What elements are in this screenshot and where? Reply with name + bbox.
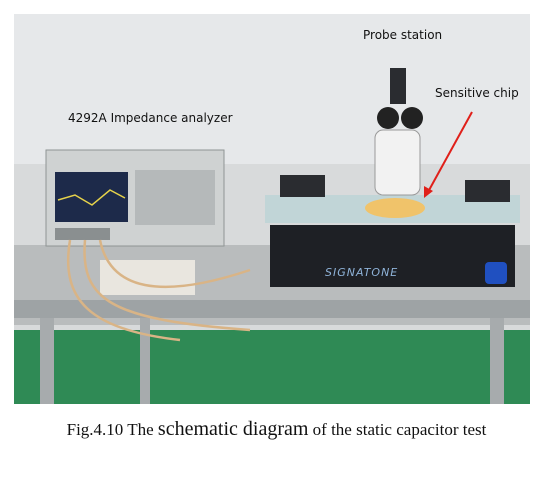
eyepiece	[377, 107, 399, 129]
pointer-arrow	[427, 111, 473, 193]
analyzer-label: 4292A Impedance analyzer	[68, 111, 233, 125]
probe-station-label: Probe station	[363, 28, 442, 42]
manipulator	[465, 180, 510, 202]
floor	[14, 330, 530, 404]
photo: SIGNATONE Probe station Sensitive chip 4…	[14, 14, 530, 404]
caption-text: Fig.4.10 The	[66, 420, 158, 439]
arrow-head	[424, 186, 433, 198]
caption-text: of the static capacitor test	[308, 420, 487, 439]
cables	[66, 239, 251, 342]
camera	[390, 68, 406, 104]
table-leg	[140, 318, 150, 404]
sensitive-chip-label: Sensitive chip	[435, 86, 519, 100]
manipulator	[280, 175, 325, 197]
caption: Fig.4.10 The schematic diagram of the st…	[0, 418, 553, 441]
screen-trace	[57, 189, 126, 206]
paper-sheet	[100, 260, 195, 295]
analyzer-ports	[55, 228, 110, 240]
table-leg	[40, 318, 54, 404]
microscope	[374, 129, 421, 196]
wall-upper	[14, 14, 530, 164]
stage-base	[270, 225, 515, 287]
table-leg	[490, 318, 504, 404]
chuck-light	[365, 198, 425, 218]
table-edge	[14, 300, 530, 318]
eyepiece	[401, 107, 423, 129]
caption-text: schematic diagram	[157, 418, 309, 440]
stage-button	[485, 262, 507, 284]
analyzer-keypad	[135, 170, 215, 225]
stage-brand: SIGNATONE	[325, 266, 398, 279]
